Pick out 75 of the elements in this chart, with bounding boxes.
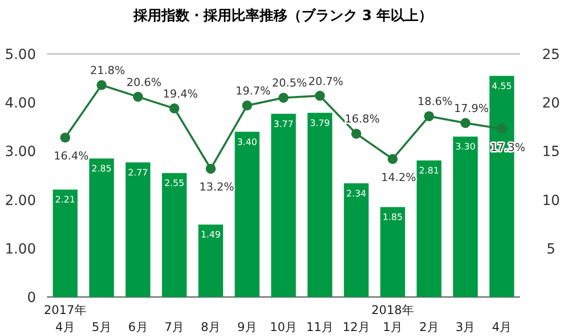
point (314, 90, 325, 101)
x-tick-label: 4月 (492, 320, 512, 334)
bar (271, 114, 296, 297)
point (351, 128, 362, 139)
point (96, 80, 107, 90)
bar (380, 207, 406, 297)
data-label: 2.85 (92, 164, 112, 174)
point (460, 118, 470, 128)
bar (162, 173, 187, 297)
x-tick-label: 12月 (342, 320, 370, 334)
data-label: 17.9% (454, 102, 489, 116)
data-label: 20.5% (272, 76, 307, 90)
x-tick-label: 7月 (164, 320, 184, 334)
data-label: 3.30 (455, 142, 476, 153)
y2-tick-label: 10 (542, 192, 560, 209)
x-tick-label: 2017年 4月 (44, 303, 86, 334)
data-label: 2.77 (128, 168, 148, 178)
bar (344, 183, 369, 297)
point (278, 92, 288, 103)
y2-tick-label: 5 (546, 241, 556, 258)
point (206, 164, 216, 174)
data-label: 2.34 (346, 189, 367, 200)
bar (52, 190, 78, 297)
point (169, 103, 180, 114)
x-tick-label: 8月 (200, 320, 221, 334)
point (496, 124, 507, 134)
y-tick-label: 2.00 (4, 192, 36, 209)
bar (234, 132, 260, 297)
bar (198, 224, 224, 297)
bar (453, 136, 478, 297)
data-label: 1.49 (200, 230, 222, 241)
data-label: 3.40 (237, 138, 258, 148)
data-label: 2.21 (55, 196, 76, 206)
y-tick-label: 3.00 (4, 144, 36, 160)
x-tick-label: 5月 (92, 320, 112, 334)
chart-title: 採用指数・採用比率推移（ブランク 3 年以上） (132, 7, 433, 24)
bar (308, 112, 332, 297)
data-label: 18.6% (418, 95, 453, 108)
x-tick-label: 2月 (419, 320, 439, 334)
y-tick-label: 5.00 (4, 47, 36, 63)
data-label: 13.2% (199, 180, 234, 194)
data-label: 14.2% (381, 170, 416, 184)
data-label: 20.7% (308, 74, 344, 88)
bar (416, 160, 442, 297)
data-label: 2.81 (419, 166, 440, 176)
point (60, 132, 70, 143)
data-label: 19.7% (236, 84, 271, 98)
x-tick-label: 6月 (128, 320, 148, 334)
data-label: 21.8% (90, 64, 126, 78)
x-tick-label: 3月 (456, 320, 476, 334)
point (242, 100, 252, 111)
y2-tick-label: 25 (542, 47, 560, 63)
data-label: 16.4% (54, 150, 89, 163)
data-label: 20.6% (126, 76, 162, 89)
y-tick-label: 4.00 (4, 96, 36, 112)
bar (89, 158, 114, 297)
bar (126, 162, 150, 297)
y2-tick-label: 15 (542, 144, 560, 160)
data-label: 2.55 (164, 179, 184, 190)
x-tick-label: 10月 (270, 320, 298, 334)
point (132, 92, 143, 102)
y-tick-label: 0 (27, 290, 36, 306)
y2-tick-label: 20 (542, 96, 560, 112)
x-tick-label: 9月 (237, 320, 257, 334)
data-label: 4.55 (492, 82, 512, 92)
data-label: 19.4% (162, 87, 198, 100)
x-tick-label: 11月 (306, 320, 334, 334)
y-tick-label: 1.00 (4, 241, 36, 258)
data-label: 16.8% (344, 112, 380, 126)
point (424, 111, 434, 122)
data-label: 3.77 (273, 120, 294, 130)
data-label: 1.85 (382, 213, 403, 224)
x-tick-label: 2018年 1月 (371, 303, 414, 334)
data-label: 3.79 (310, 118, 330, 129)
point (388, 154, 398, 164)
